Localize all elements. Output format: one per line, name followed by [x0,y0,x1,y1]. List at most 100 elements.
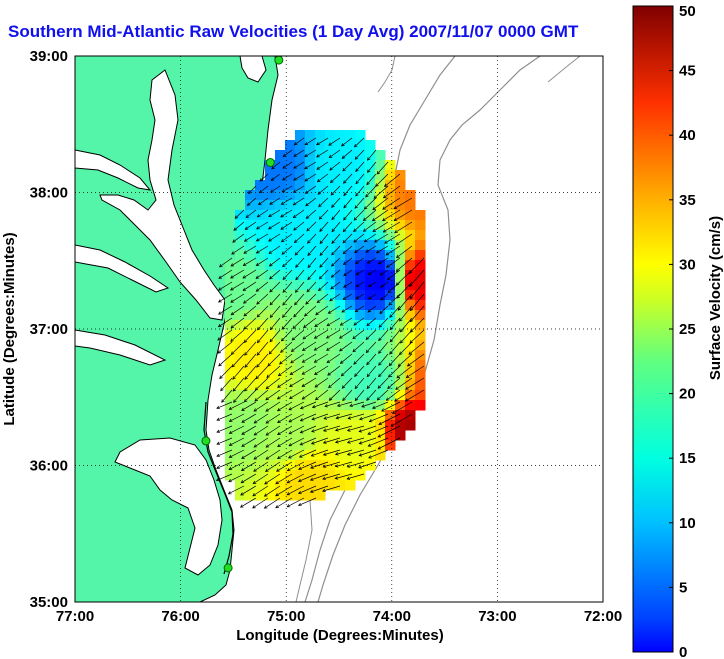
velocity-vector-head [371,405,376,409]
velocity-vector [378,341,389,354]
velocity-vector-head [256,352,261,356]
velocity-cell [245,450,256,461]
velocity-vector [355,269,365,276]
velocity-vector [368,269,377,275]
velocity-vector-head [253,432,258,436]
velocity-vector-head [233,399,237,403]
velocity-cell [385,190,396,201]
velocity-vector-head [280,214,284,218]
velocity-vector-head [354,308,359,312]
velocity-cell [325,410,336,421]
velocity-cell [305,150,316,161]
velocity-vector-head [394,229,398,234]
velocity-vector [232,377,245,392]
velocity-vector-head [232,376,236,380]
velocity-cell [285,250,296,261]
velocity-vector [387,269,401,281]
velocity-vector [314,341,329,351]
y-tick-labels: 39:00 38:00 37:00 36:00 35:00 [30,48,68,611]
velocity-vector [286,473,305,484]
x-tick-label: 72:00 [584,608,622,625]
velocity-cell [295,280,306,291]
velocity-vector [269,281,281,293]
velocity-vector [256,257,269,266]
velocity-cell [245,230,256,241]
velocity-vector-head [270,177,275,181]
velocity-cell [385,410,396,421]
isobath-contour [547,56,581,83]
velocity-cell [265,330,276,341]
velocity-vector [286,497,305,508]
velocity-vector [259,185,269,194]
velocity-cell [385,270,396,281]
velocity-vector [343,209,353,221]
velocity-cell [415,280,426,291]
velocity-vector-head [292,214,297,218]
velocity-cell [365,240,376,251]
velocity-cell [315,310,326,321]
velocity-vector [229,425,245,434]
station-marker [265,157,275,167]
velocity-cell [395,380,406,391]
velocity-vector-head [265,444,270,448]
velocity-cell [325,130,336,141]
velocity-vector-head [281,177,286,181]
velocity-vector-head [319,252,324,257]
velocity-cell [395,400,406,411]
velocity-cell [335,390,346,401]
velocity-cell [305,130,316,141]
velocity-vector [256,353,269,368]
velocity-vector [241,449,257,459]
velocity-vector [354,197,365,209]
velocity-cell [255,400,266,411]
velocity-vector [378,353,389,366]
velocity-vector-head [230,338,234,342]
velocity-vector-head [316,154,320,158]
velocity-vector [399,305,413,322]
velocity-cell [365,400,376,411]
velocity-cell [275,250,286,261]
velocity-vector [318,197,329,207]
velocity-cell [385,300,396,311]
velocity-vector-head [409,307,414,312]
velocity-cell [335,450,346,461]
velocity-vector [241,413,257,423]
velocity-vector [281,317,293,330]
colorbar-tick-label: 45 [679,63,696,80]
velocity-cell [375,230,386,241]
velocity-vector-head [254,398,258,402]
velocity-vector [310,461,329,469]
velocity-vector-head [256,214,261,218]
velocity-cell [225,430,236,441]
velocity-cell [385,210,396,221]
velocity-vector-head [277,431,281,436]
velocity-vector [282,293,293,306]
velocity-cell [225,410,236,421]
velocity-cell [245,360,256,371]
velocity-vector [377,437,401,450]
velocity-vector [343,185,353,196]
velocity-vector [256,281,269,292]
river-inlet [75,244,170,293]
velocity-cell [365,370,376,381]
velocity-vector [264,497,281,509]
velocity-vector [372,221,389,232]
velocity-vector-head [399,339,404,344]
velocity-vector-head [395,241,400,246]
velocity-vector [253,461,269,472]
velocity-cell [365,180,376,191]
velocity-vector [231,353,245,368]
velocity-vector [392,401,413,414]
velocity-vector [359,437,377,444]
velocity-cell [405,240,416,251]
velocity-cell [405,420,416,431]
velocity-vector [228,473,245,482]
velocity-vector [253,425,269,436]
velocity-cell [285,340,296,351]
velocity-cell [235,300,246,311]
velocity-vector [292,317,305,329]
velocity-vector [301,377,317,387]
velocity-cell [375,440,386,451]
velocity-vector-head [254,387,259,391]
velocity-cell [375,340,386,351]
